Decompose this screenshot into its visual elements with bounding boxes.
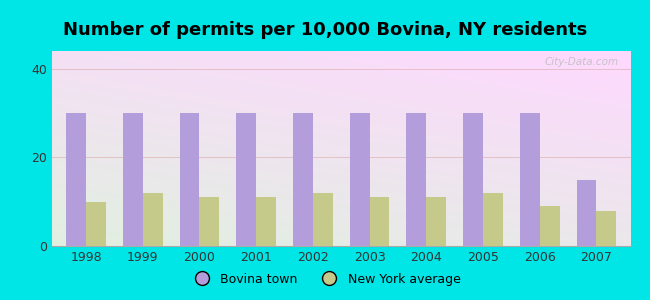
Bar [313,193,333,246]
Bar [123,113,143,246]
Bar [237,113,256,246]
Bar [463,113,483,246]
Bar [200,197,219,246]
Text: Number of permits per 10,000 Bovina, NY residents: Number of permits per 10,000 Bovina, NY … [63,21,587,39]
Bar [426,197,446,246]
Bar [406,113,426,246]
Bar [256,197,276,246]
Text: City-Data.com: City-Data.com [545,57,619,67]
Bar [350,113,370,246]
Bar [370,197,389,246]
Legend: Bovina town, New York average: Bovina town, New York average [184,268,466,291]
Bar [577,179,597,246]
Bar [179,113,200,246]
Bar [540,206,560,246]
Bar [520,113,540,246]
Bar [66,113,86,246]
Bar [143,193,162,246]
Bar [483,193,503,246]
Bar [86,202,106,246]
Bar [597,211,616,246]
Bar [293,113,313,246]
